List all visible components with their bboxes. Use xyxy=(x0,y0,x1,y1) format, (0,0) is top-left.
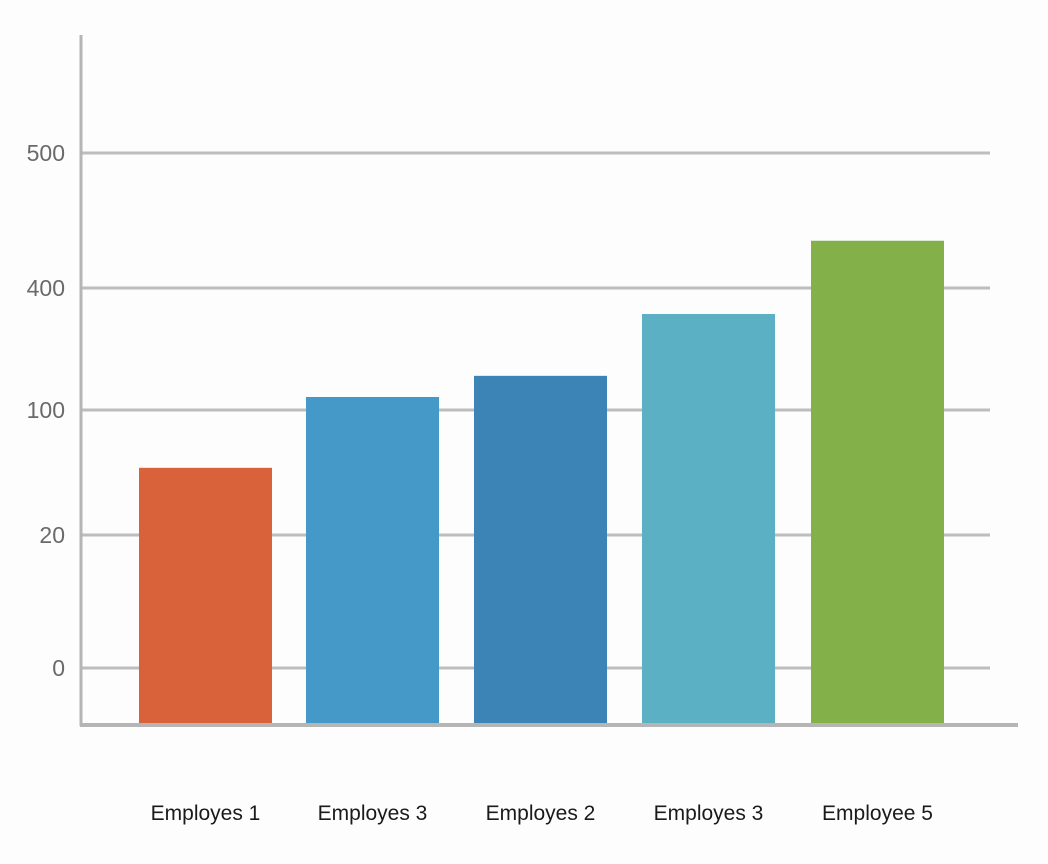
y-tick-label: 20 xyxy=(39,522,65,548)
x-tick-label: Employes 2 xyxy=(486,802,596,825)
bar xyxy=(139,467,272,725)
bar xyxy=(811,240,944,725)
y-tick-label: 400 xyxy=(27,275,65,301)
bar xyxy=(642,314,775,725)
y-tick-label: 0 xyxy=(52,655,65,681)
bar xyxy=(474,375,607,725)
x-tick-label: Employes 1 xyxy=(151,802,261,825)
x-tick-label: Employes 3 xyxy=(318,802,428,825)
bars xyxy=(139,240,944,725)
x-tick-labels: Employes 1 Employes 3 Employes 2 Employes 3… xyxy=(151,802,933,825)
y-tick-label: 500 xyxy=(27,140,65,166)
x-tick-label: Employee 5 xyxy=(822,802,933,825)
y-tick-label: 100 xyxy=(27,397,65,423)
bar xyxy=(306,396,439,725)
x-tick-label: Employes 3 xyxy=(654,802,764,825)
y-tick-labels: 0 20 100 400 500 xyxy=(27,140,65,681)
